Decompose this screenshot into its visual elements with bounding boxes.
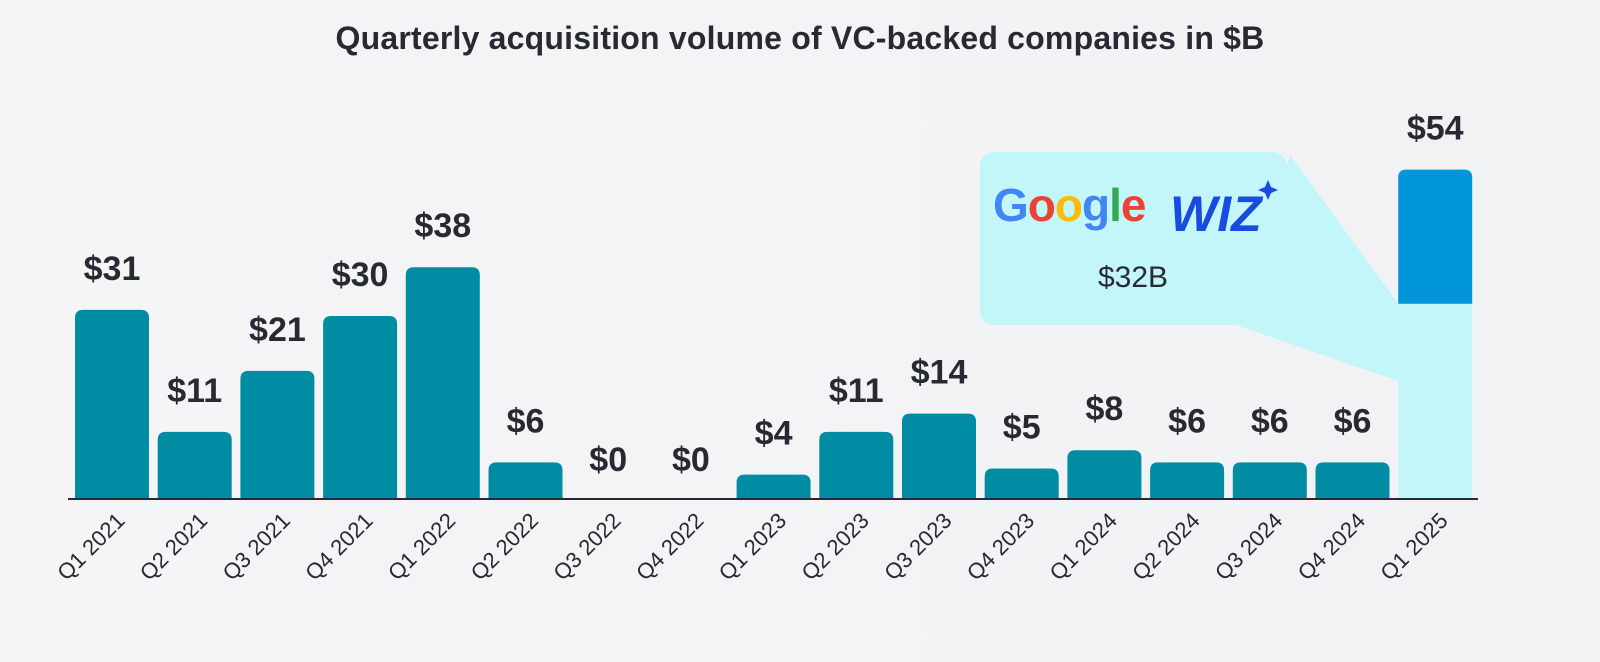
x-tick-label: Q4 2022 (631, 508, 708, 585)
x-tick-label: Q1 2021 (52, 508, 129, 585)
callout-group: Google WIZ $32B (980, 152, 1399, 381)
x-tick-label: Q3 2024 (1210, 508, 1287, 585)
data-label: $6 (507, 402, 545, 440)
data-label: $38 (414, 207, 471, 245)
data-label: $54 (1407, 110, 1464, 148)
data-label: $0 (672, 441, 710, 479)
data-label: $11 (829, 372, 884, 410)
chart-title: Quarterly acquisition volume of VC-backe… (335, 20, 1265, 56)
data-label: $8 (1085, 390, 1123, 428)
data-label: $0 (589, 441, 627, 479)
data-label: $11 (167, 372, 222, 410)
x-tick-label: Q3 2021 (218, 508, 295, 585)
bar (323, 316, 398, 499)
bar-segment-remainder (1398, 169, 1473, 304)
bar (488, 462, 563, 499)
x-tick-label: Q3 2023 (879, 508, 956, 585)
data-label: $31 (84, 250, 141, 288)
wiz-logo: WIZ (1170, 180, 1278, 242)
data-label: $6 (1251, 402, 1289, 440)
x-tick-label: Q2 2023 (796, 508, 873, 585)
x-tick-label: Q4 2023 (962, 508, 1039, 585)
bar-segment-highlight (1398, 303, 1473, 499)
svg-text:WIZ: WIZ (1170, 186, 1264, 242)
value-labels-group: $31 $11 $21 $30 $38 $6 $0 $0 $4 $11 $14 $5 $8 $6 $6 $6 $… (84, 110, 1464, 479)
x-tick-label: Q3 2022 (548, 508, 625, 585)
bar (736, 474, 811, 499)
bar (1232, 462, 1307, 499)
bar (819, 431, 894, 499)
bar (1150, 462, 1225, 499)
data-label: $6 (1334, 402, 1372, 440)
x-tick-label: Q2 2024 (1127, 508, 1204, 585)
data-label: $4 (755, 415, 793, 453)
bar (405, 267, 480, 499)
x-tick-label: Q4 2024 (1293, 508, 1370, 585)
bars-group (75, 169, 1473, 499)
data-label: $6 (1168, 402, 1206, 440)
bar (1315, 462, 1390, 499)
data-label: $14 (911, 354, 968, 392)
callout-value: $32B (1098, 261, 1168, 294)
bar (984, 468, 1059, 499)
category-labels-group: Q1 2021 Q2 2021 Q3 2021 Q4 2021 Q1 2022 Q2 20… (52, 508, 1453, 585)
x-tick-label: Q1 2022 (383, 508, 460, 585)
data-label: $21 (249, 311, 306, 349)
bar (75, 309, 149, 499)
sparkle-icon (1258, 180, 1278, 200)
bar (157, 431, 232, 499)
x-tick-label: Q2 2022 (466, 508, 543, 585)
x-tick-label: Q1 2023 (714, 508, 791, 585)
bar (240, 370, 315, 499)
bar (902, 413, 976, 499)
x-tick-label: Q4 2021 (300, 508, 377, 585)
bar (1067, 450, 1142, 499)
google-logo: Google (993, 179, 1147, 231)
svg-text:Google: Google (993, 179, 1146, 231)
data-label: $5 (1003, 409, 1041, 447)
callout-box (980, 152, 1287, 325)
x-tick-label: Q1 2024 (1045, 508, 1122, 585)
data-label: $30 (332, 256, 389, 294)
x-tick-label: Q2 2021 (135, 508, 212, 585)
x-tick-label: Q1 2025 (1375, 508, 1452, 585)
